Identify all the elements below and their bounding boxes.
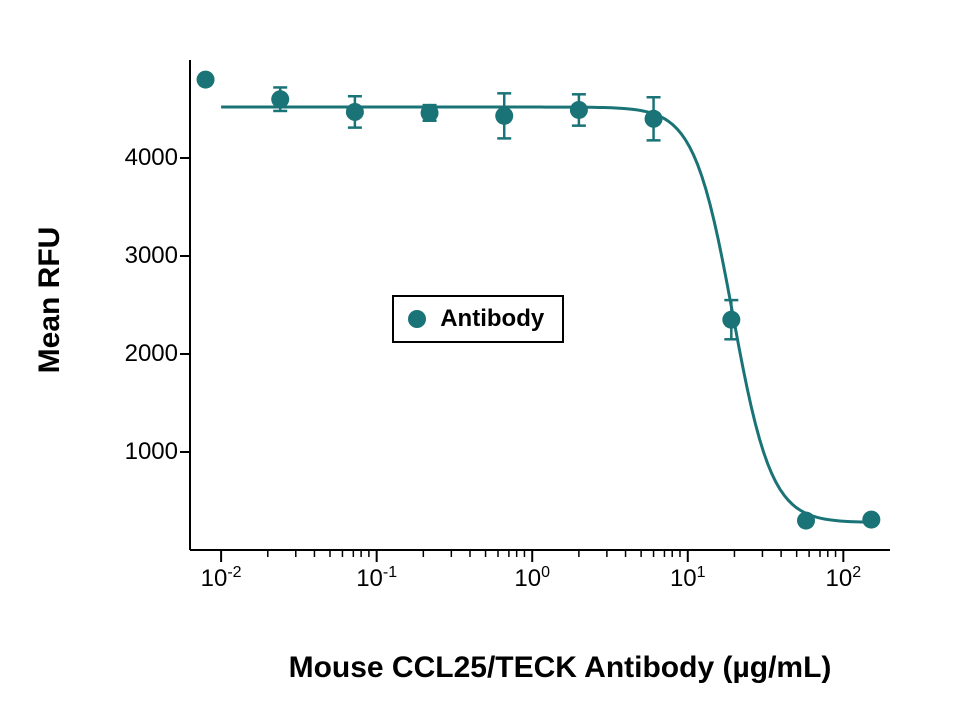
y-tick-label: 2000 <box>125 340 178 368</box>
x-tick-label: 10-2 <box>201 564 242 593</box>
y-tick-label: 3000 <box>125 242 178 270</box>
chart-container: Mean RFU Mouse CCL25/TECK Antibody (µg/m… <box>60 40 920 680</box>
x-tick-label: 101 <box>670 564 706 593</box>
legend: Antibody <box>392 295 564 343</box>
x-tick-label: 100 <box>514 564 550 593</box>
y-axis-label: Mean RFU <box>33 227 67 374</box>
y-tick-label: 1000 <box>125 438 178 466</box>
legend-marker-icon <box>408 310 426 328</box>
plot-area: 100020003000400010-210-1100101102Antibod… <box>190 60 890 550</box>
legend-label: Antibody <box>440 305 544 333</box>
x-axis-label: Mouse CCL25/TECK Antibody (µg/mL) <box>200 651 920 685</box>
y-tick-label: 4000 <box>125 144 178 172</box>
x-tick-label: 102 <box>826 564 862 593</box>
x-tick-label: 10-1 <box>356 564 397 593</box>
